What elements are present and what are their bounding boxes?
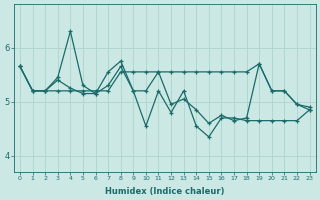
X-axis label: Humidex (Indice chaleur): Humidex (Indice chaleur) (105, 187, 225, 196)
